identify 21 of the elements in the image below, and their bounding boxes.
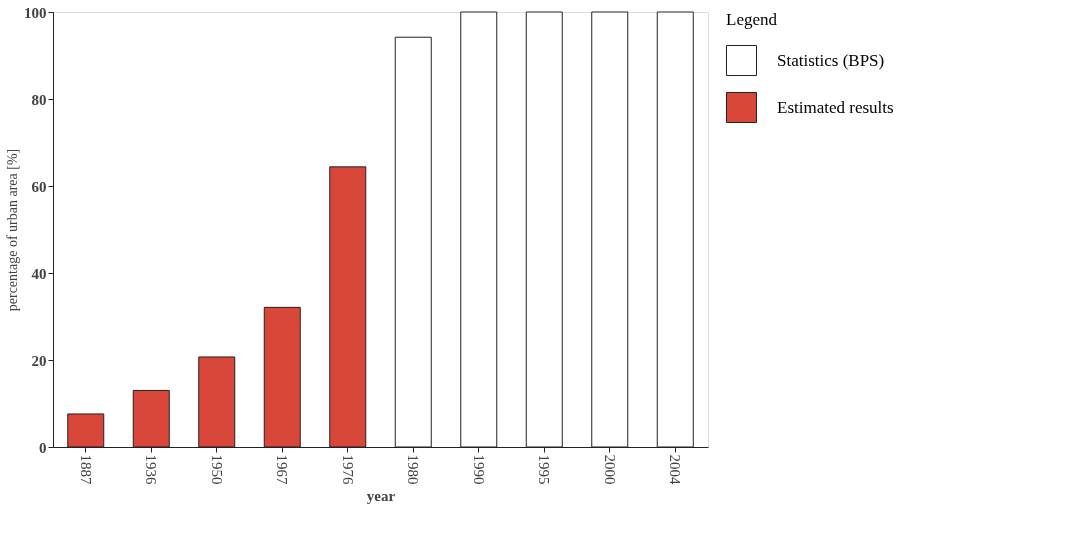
legend-title: Legend: [726, 10, 778, 29]
x-tick-label: 2004: [667, 454, 684, 485]
y-tick-label: 0: [39, 439, 47, 456]
x-tick-label: 1936: [143, 454, 160, 485]
x-tick-label: 2000: [601, 454, 618, 485]
x-tick-label: 1990: [470, 454, 487, 485]
x-axis-title: year: [366, 487, 396, 504]
x-tick-label: 1976: [339, 454, 356, 485]
x-tick-label: 1887: [77, 454, 94, 485]
y-tick-label: 20: [31, 352, 47, 369]
x-tick-label: 1967: [274, 454, 291, 485]
x-tick-label: 1980: [405, 454, 422, 485]
x-tick-label: 1950: [208, 454, 225, 485]
legend-label: Estimated results: [777, 97, 894, 117]
legend-label: Statistics (BPS): [777, 50, 885, 70]
y-tick-label: 60: [31, 178, 47, 195]
y-axis-title: percentage of urban area [%]: [5, 148, 20, 312]
y-tick-label: 80: [31, 91, 47, 108]
y-tick-label: 100: [24, 4, 47, 21]
y-tick-label: 40: [31, 265, 47, 282]
x-tick-label: 1995: [536, 454, 553, 485]
